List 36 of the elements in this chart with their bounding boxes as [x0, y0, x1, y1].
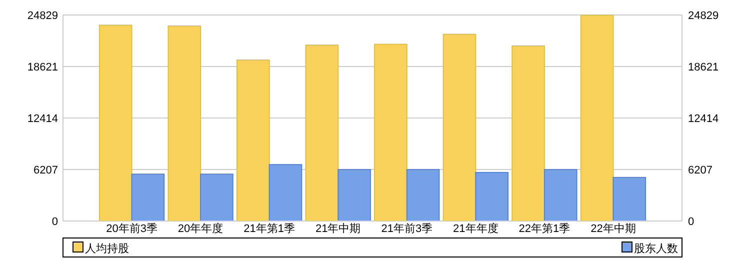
y2-tick-label: 24829 — [688, 10, 719, 22]
x-tick-label: 20年前3季 — [106, 222, 158, 235]
x-tick-label: 21年第1季 — [244, 222, 296, 235]
bar — [168, 26, 202, 222]
x-tick-label: 21年年度 — [453, 222, 498, 235]
y-tick-label: 18621 — [27, 62, 58, 74]
bar — [236, 60, 270, 222]
bar — [268, 164, 302, 222]
bar — [98, 24, 132, 222]
bar — [475, 172, 508, 222]
y-tick-label: 24829 — [27, 10, 58, 22]
bar — [338, 169, 371, 222]
bar — [544, 169, 578, 222]
x-tick-label: 21年中期 — [315, 222, 361, 235]
bar — [580, 14, 614, 222]
y-tick-label: 6207 — [34, 164, 58, 176]
x-tick-label: 22年中期 — [590, 222, 636, 235]
y-tick-label: 12414 — [27, 113, 58, 126]
bar — [406, 169, 440, 222]
y2-tick-label: 0 — [688, 216, 694, 228]
bar — [442, 34, 476, 222]
bar — [200, 174, 234, 222]
bar — [512, 45, 545, 222]
bar — [374, 44, 408, 222]
x-tick-label: 21年前3季 — [381, 222, 433, 235]
bar — [131, 174, 165, 222]
x-tick-label: 20年年度 — [178, 222, 224, 235]
legend-label: 股东人数 — [634, 242, 678, 255]
bar — [612, 176, 646, 222]
legend-label: 人均持股 — [85, 243, 129, 255]
y2-tick-label: 6207 — [688, 164, 712, 176]
y2-tick-label: 18621 — [688, 62, 719, 74]
x-tick-label: 22年第1季 — [518, 222, 570, 235]
y2-tick-label: 12414 — [688, 113, 719, 126]
bar — [305, 44, 339, 222]
y-tick-label: 0 — [52, 216, 58, 228]
